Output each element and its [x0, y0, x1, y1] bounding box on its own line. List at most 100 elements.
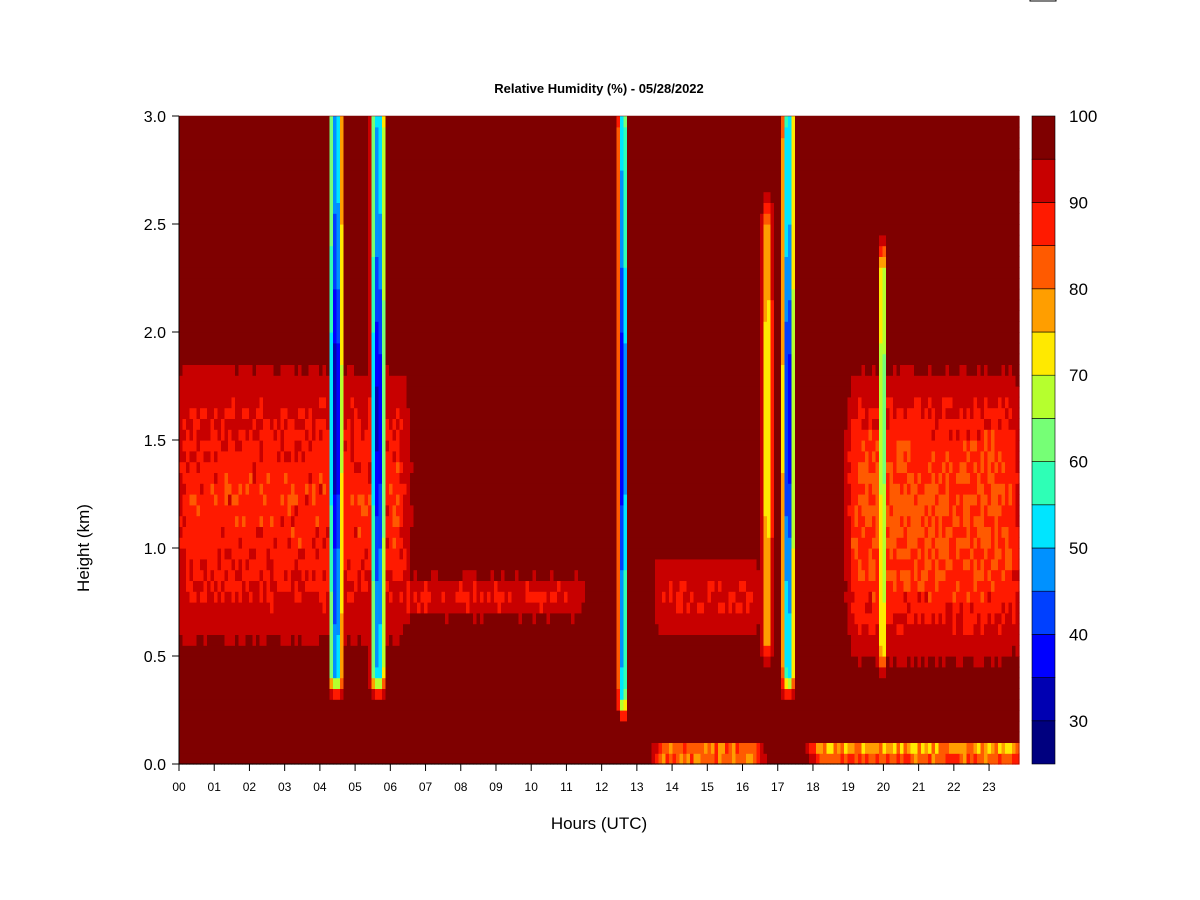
- heatmap-cell: [462, 116, 467, 128]
- heatmap-cell: [445, 364, 450, 376]
- heatmap-cell: [462, 602, 467, 614]
- heatmap-cell: [298, 742, 303, 754]
- heatmap-cell: [270, 364, 275, 376]
- heatmap-cell: [266, 321, 271, 333]
- heatmap-cell: [189, 288, 194, 301]
- heatmap-cell: [413, 116, 418, 128]
- heatmap-cell: [273, 256, 278, 268]
- heatmap-cell: [354, 137, 359, 149]
- heatmap-cell: [294, 742, 299, 754]
- heatmap-cell: [315, 342, 320, 355]
- heatmap-cell: [214, 396, 219, 409]
- heatmap-cell: [238, 332, 243, 344]
- heatmap-cell: [371, 170, 376, 182]
- heatmap-cell: [438, 256, 443, 268]
- heatmap-cell: [445, 396, 450, 409]
- heatmap-cell: [280, 245, 285, 257]
- heatmap-cell: [203, 267, 208, 279]
- heatmap-cell: [340, 461, 345, 473]
- heatmap-cell: [417, 310, 422, 322]
- heatmap-cell: [350, 245, 355, 257]
- heatmap-cell: [410, 332, 415, 344]
- heatmap-cell: [420, 710, 425, 722]
- heatmap-cell: [189, 580, 194, 592]
- heatmap-cell: [287, 688, 292, 700]
- heatmap-cell: [308, 375, 313, 387]
- heatmap-cell: [357, 656, 362, 668]
- heatmap-cell: [424, 548, 429, 560]
- heatmap-cell: [459, 267, 464, 279]
- heatmap-cell: [228, 558, 233, 571]
- heatmap-cell: [305, 321, 310, 333]
- heatmap-cell: [420, 515, 425, 527]
- heatmap-cell: [203, 170, 208, 182]
- heatmap-cell: [179, 753, 184, 765]
- heatmap-cell: [242, 159, 247, 171]
- heatmap-cell: [441, 472, 446, 484]
- heatmap-cell: [434, 634, 439, 646]
- heatmap-cell: [284, 677, 289, 689]
- heatmap-cell: [452, 666, 457, 679]
- heatmap-cell: [466, 558, 471, 571]
- heatmap-cell: [210, 418, 215, 430]
- heatmap-cell: [438, 321, 443, 333]
- heatmap-cell: [210, 472, 215, 484]
- heatmap-cell: [182, 288, 187, 301]
- heatmap-cell: [214, 191, 219, 203]
- heatmap-cell: [455, 256, 460, 268]
- heatmap-cell: [399, 256, 404, 268]
- heatmap-cell: [410, 504, 415, 517]
- heatmap-cell: [186, 645, 191, 657]
- heatmap-cell: [193, 245, 198, 257]
- heatmap-cell: [249, 418, 254, 430]
- heatmap-cell: [361, 180, 366, 193]
- heatmap-cell: [291, 569, 296, 581]
- heatmap-cell: [301, 386, 306, 398]
- heatmap-cell: [266, 224, 271, 236]
- heatmap-cell: [434, 677, 439, 689]
- heatmap-cell: [361, 429, 366, 441]
- heatmap-cell: [371, 353, 376, 365]
- heatmap-cell: [434, 386, 439, 398]
- heatmap-cell: [193, 234, 198, 247]
- heatmap-cell: [305, 569, 310, 581]
- heatmap-cell: [200, 753, 205, 765]
- heatmap-cell: [263, 213, 268, 225]
- heatmap-cell: [315, 245, 320, 257]
- heatmap-cell: [210, 623, 215, 635]
- heatmap-cell: [210, 699, 215, 711]
- heatmap-cell: [224, 234, 229, 247]
- heatmap-cell: [371, 612, 376, 625]
- heatmap-cell: [263, 720, 268, 733]
- heatmap-cell: [361, 332, 366, 344]
- heatmap-cell: [329, 483, 334, 495]
- heatmap-cell: [427, 504, 432, 517]
- heatmap-cell: [298, 580, 303, 592]
- heatmap-cell: [235, 396, 240, 409]
- heatmap-cell: [357, 202, 362, 214]
- heatmap-cell: [301, 656, 306, 668]
- heatmap-cell: [441, 234, 446, 247]
- heatmap-cell: [368, 666, 373, 679]
- heatmap-cell: [315, 580, 320, 592]
- heatmap-cell: [189, 418, 194, 430]
- heatmap-cell: [210, 710, 215, 722]
- heatmap-cell: [182, 602, 187, 614]
- heatmap-cell: [459, 450, 464, 463]
- heatmap-cell: [371, 558, 376, 571]
- heatmap-cell: [287, 148, 292, 160]
- heatmap-cell: [189, 753, 194, 765]
- heatmap-cell: [333, 310, 338, 322]
- heatmap-cell: [417, 580, 422, 592]
- heatmap-cell: [256, 278, 261, 290]
- heatmap-cell: [231, 180, 236, 193]
- heatmap-cell: [364, 386, 369, 398]
- heatmap-cell: [448, 558, 453, 571]
- heatmap-cell: [228, 224, 233, 236]
- heatmap-cell: [466, 731, 471, 743]
- heatmap-cell: [431, 148, 436, 160]
- heatmap-cell: [420, 429, 425, 441]
- heatmap-cell: [203, 116, 208, 128]
- heatmap-cell: [322, 245, 327, 257]
- heatmap-cell: [228, 677, 233, 689]
